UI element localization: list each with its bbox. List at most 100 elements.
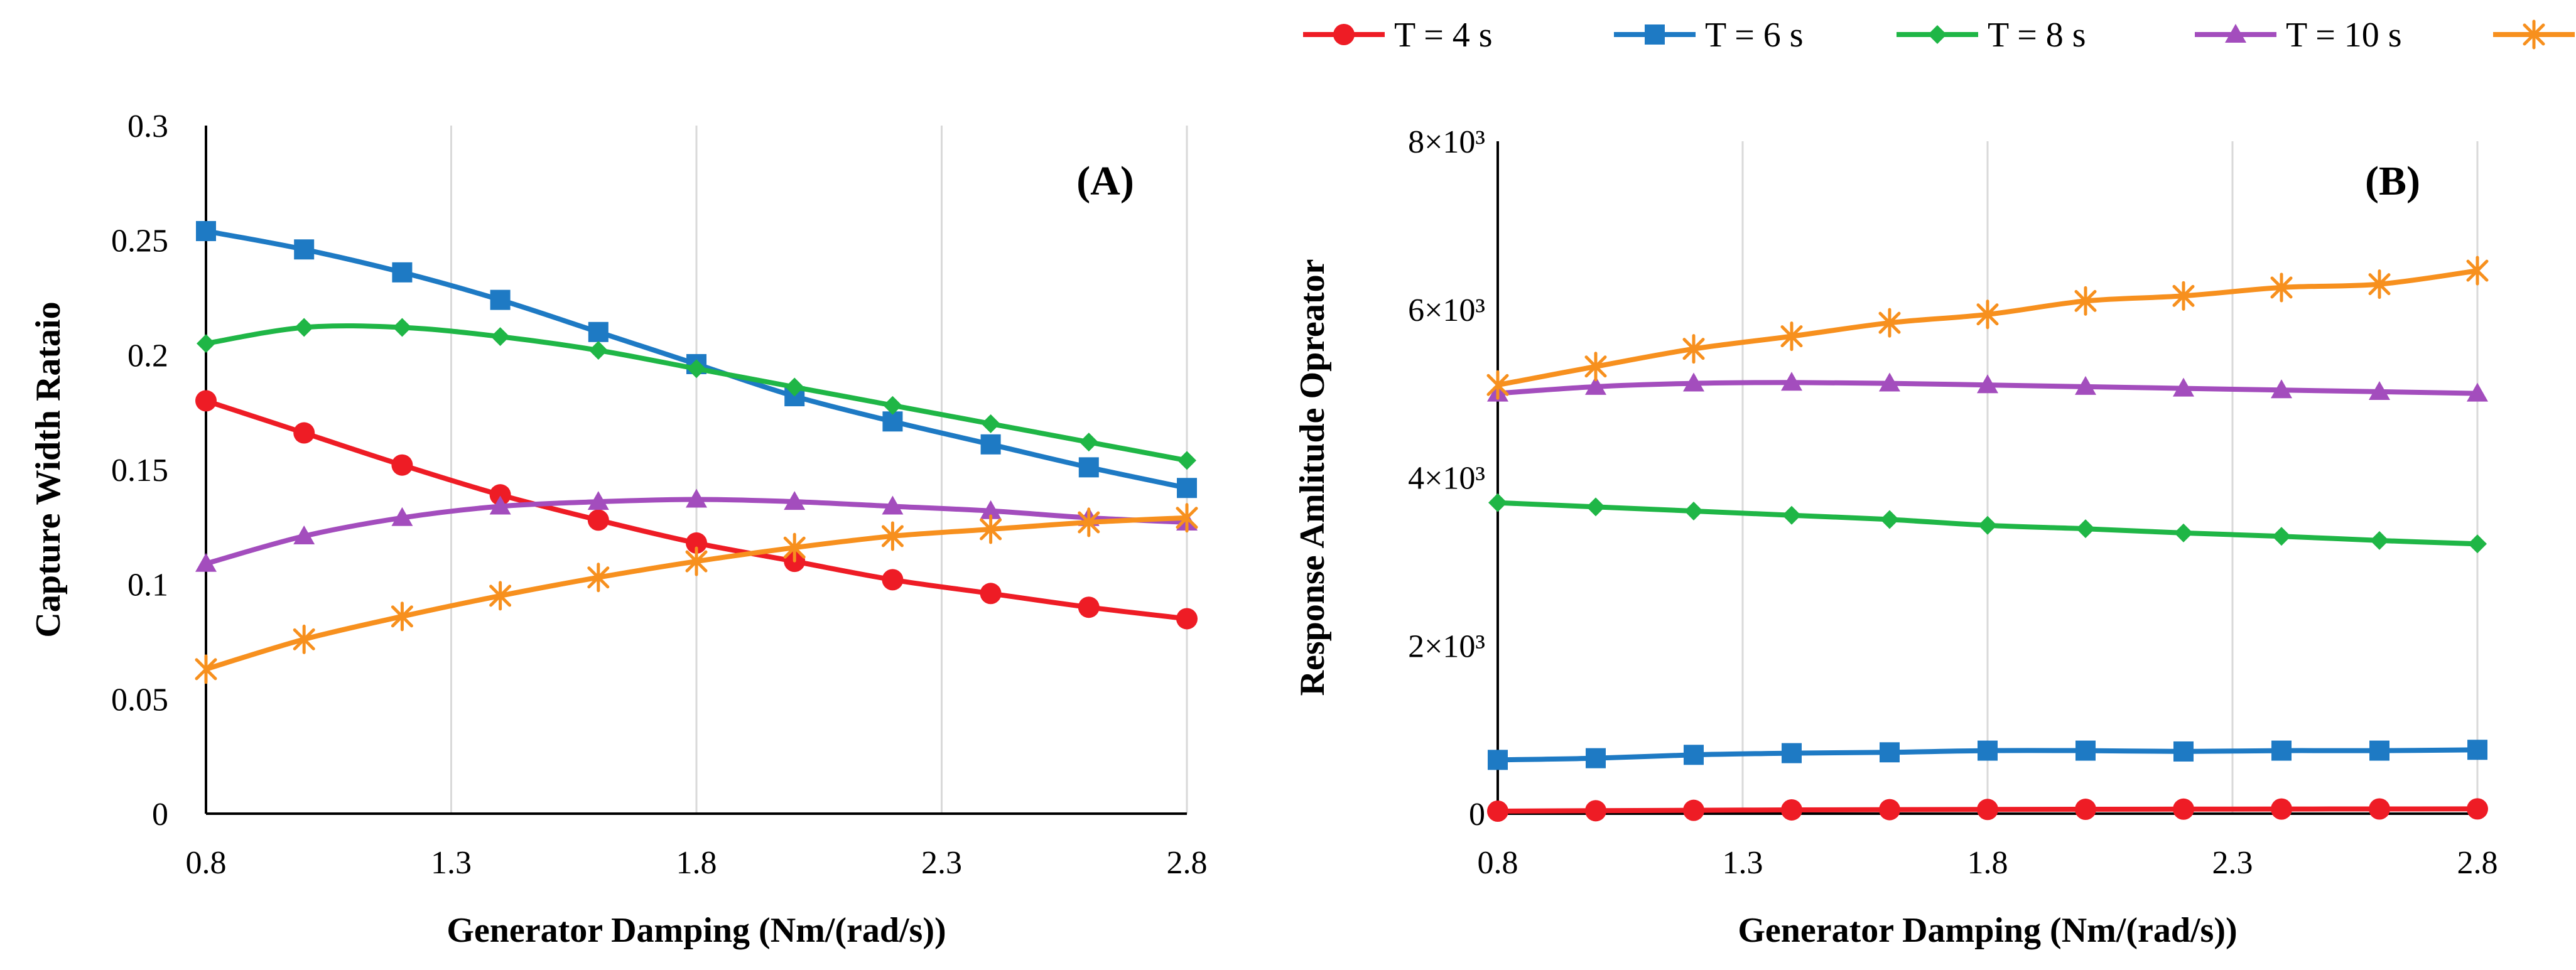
data-point [881, 521, 904, 551]
data-point [2174, 523, 2193, 542]
data-point [882, 569, 904, 591]
y-tick-label: 4×10³ [1408, 461, 1485, 497]
y-tick-label: 0.1 [127, 568, 168, 603]
data-point [1880, 510, 1899, 529]
data-point [587, 563, 610, 593]
legend-entry-t12: T = 12 s [2493, 19, 2575, 50]
data-point [784, 491, 806, 510]
legend-label-t4: T = 4 s [1394, 16, 1493, 55]
data-point [687, 359, 706, 379]
y-tick-label: 0 [1469, 797, 1485, 833]
legend-label-t10: T = 10 s [2286, 16, 2402, 55]
data-point [197, 334, 215, 353]
legend-marker-t4 [1333, 24, 1355, 45]
data-point [1684, 502, 1703, 521]
y-tick-label: 8×10³ [1408, 124, 1485, 160]
legend-marker-t12 [2523, 19, 2545, 50]
y-tick-label: 0.3 [127, 109, 168, 144]
data-point [1078, 507, 1100, 537]
data-point [587, 491, 609, 510]
y-tick-label: 0.15 [111, 453, 168, 488]
data-point [2370, 531, 2389, 550]
data-point [392, 262, 413, 283]
data-point [1585, 800, 1606, 822]
legend-marker-t10 [2225, 24, 2246, 43]
data-point [1684, 745, 1704, 765]
panel-tag: (B) [2365, 158, 2420, 204]
y-tick-label: 0 [152, 797, 168, 833]
data-point [2075, 740, 2096, 761]
chart-panel-a: 0.8 1.3 1.8 2.3 2.8 0 0.05 0.1 0.15 0.2 0.25 0.3 Gen… [29, 109, 1208, 950]
panel-tag: (A) [1076, 158, 1134, 204]
data-point [1683, 799, 1704, 821]
data-point [783, 532, 806, 563]
data-point [587, 509, 609, 531]
data-point [1978, 515, 1997, 535]
data-point [489, 495, 511, 515]
data-point [391, 454, 413, 476]
data-point [2271, 798, 2292, 820]
x-tick-label: 2.8 [2457, 845, 2498, 881]
data-point [1780, 321, 1803, 352]
x-tick-label: 1.8 [1967, 845, 2008, 881]
x-tick-label: 1.8 [676, 845, 717, 881]
data-point [2075, 799, 2096, 821]
data-point [196, 221, 216, 242]
data-point [1486, 370, 1509, 400]
data-point [1177, 451, 1196, 470]
data-point [785, 377, 804, 397]
data-point [981, 414, 1000, 433]
data-point [2173, 377, 2194, 397]
chart-panel-b: 0.8 1.3 1.8 2.3 2.8 0 2×10³ 4×10³ 6×10³ 8×10³ Gene… [1293, 124, 2498, 950]
data-point [2467, 382, 2488, 402]
data-point [1782, 505, 1801, 525]
data-point [1176, 608, 1198, 630]
x-tick-label: 2.3 [2212, 845, 2253, 881]
data-point [980, 500, 1002, 519]
x-tick-label: 0.8 [186, 845, 227, 881]
x-tick-label: 1.3 [431, 845, 472, 881]
x-tick-label: 1.3 [1723, 845, 1763, 881]
data-point [2270, 272, 2293, 303]
data-point [1978, 740, 1998, 761]
data-point [588, 341, 608, 360]
data-point [2368, 269, 2391, 299]
x-axis-label: Generator Damping (Nm/(rad/s)) [1738, 911, 2237, 950]
legend-label-t8: T = 8 s [1988, 16, 2086, 55]
data-point [391, 601, 413, 632]
data-point [1584, 352, 1607, 382]
data-point [195, 390, 217, 412]
data-point [293, 525, 315, 544]
gridlines [450, 126, 1188, 814]
data-point [2369, 380, 2390, 400]
legend-label-t6: T = 6 s [1705, 16, 1804, 55]
data-point [980, 583, 1002, 605]
series-t12 [1486, 256, 2489, 400]
data-point [195, 552, 217, 572]
data-point [1781, 799, 1802, 821]
series-t8 [197, 318, 1196, 470]
legend-entry-t4: T = 4 s [1303, 16, 1493, 55]
data-point [588, 321, 609, 342]
data-point [1879, 799, 1900, 821]
series-t4 [195, 390, 1198, 630]
data-point [1487, 800, 1508, 822]
data-point [195, 654, 217, 684]
data-point [2466, 256, 2489, 286]
data-point [1586, 497, 1605, 517]
data-point [2271, 379, 2292, 399]
data-point [391, 507, 413, 526]
data-point [1878, 308, 1901, 338]
data-point [686, 532, 707, 554]
y-tick-label: 0.2 [127, 338, 168, 374]
data-point [489, 581, 512, 611]
legend-marker-t6 [1645, 24, 1665, 45]
gridlines [1741, 141, 2479, 814]
legend-entry-t6: T = 6 s [1614, 16, 1804, 55]
series-t10 [1487, 372, 2488, 402]
data-point [1586, 748, 1606, 768]
data-point [1683, 372, 1704, 392]
data-point [1078, 457, 1099, 478]
legend-marker-t8 [1928, 25, 1947, 44]
data-point [2272, 527, 2291, 546]
